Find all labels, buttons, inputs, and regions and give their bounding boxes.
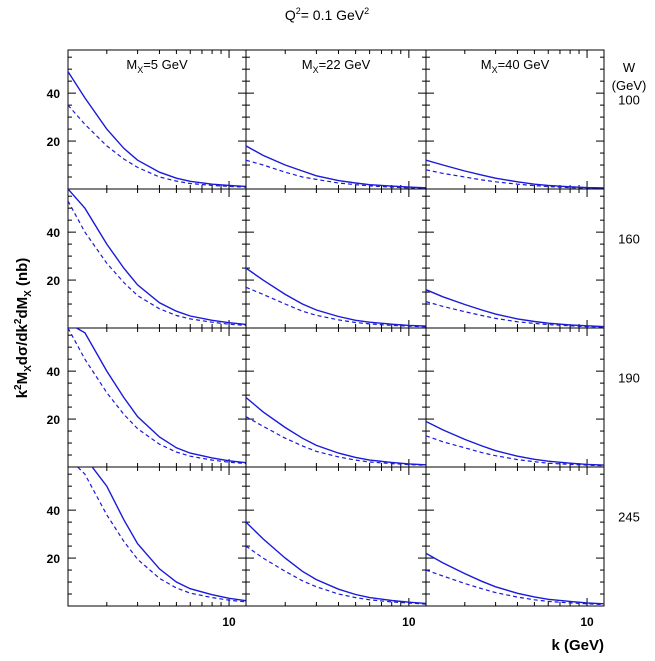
series-dashed-line: [68, 328, 246, 465]
series-solid-line: [426, 420, 604, 466]
panel-r1-c1: 20 40 MX=5 GeV: [47, 49, 247, 190]
panel-r4-c2: 10: [245, 466, 427, 629]
ylabel-dm-sub: X: [23, 290, 34, 297]
chart-title: Q2= 0.1 GeV2: [285, 6, 369, 23]
panel-r1-c3: MX=40 GeV: [425, 49, 605, 190]
series-solid-line: [68, 189, 246, 326]
panel-r4-c3: 10: [425, 466, 605, 629]
y-tick-label: 40: [47, 365, 61, 379]
panel-frame: [425, 327, 605, 468]
series-dashed-line: [246, 159, 426, 189]
row-label: 245: [618, 510, 640, 525]
y-tick-label: 20: [47, 135, 61, 149]
column-label: MX=22 GeV: [302, 57, 371, 75]
series-dashed-line: [246, 416, 426, 466]
row-header-line1: W: [623, 60, 636, 75]
title-sup2: 2: [364, 6, 369, 16]
y-axis-label: k2MXdσ/dk2dMX (nb): [13, 258, 34, 399]
series-solid-line: [246, 267, 426, 327]
column-label-sub: X: [313, 65, 319, 75]
panel-frame: [245, 327, 427, 468]
ylabel-units: (nb): [14, 258, 31, 290]
y-tick-label: 40: [47, 504, 61, 518]
row-label: 190: [618, 371, 640, 386]
y-tick-label: 40: [47, 226, 61, 240]
series-solid-line: [426, 159, 604, 189]
ylabel-mid-sup: 2: [13, 318, 24, 324]
series-solid-line: [68, 71, 246, 188]
ylabel-mid: dσ/dk: [14, 323, 31, 365]
column-label-pre: M: [302, 57, 313, 72]
column-label: MX=40 GeV: [481, 57, 550, 75]
column-label-pre: M: [481, 57, 492, 72]
panel-r3-c3: [425, 327, 605, 468]
series-solid-line: [75, 328, 246, 464]
y-tick-label: 20: [47, 552, 61, 566]
ylabel-k: k: [14, 389, 31, 398]
series-dashed-line: [68, 200, 246, 326]
column-label: MX=5 GeV: [126, 57, 188, 75]
row-label: 100: [618, 93, 640, 108]
x-tick-label: 10: [580, 615, 594, 629]
series-dashed-line: [426, 301, 604, 328]
panel-r2-c2: [245, 188, 427, 329]
panel-r3-c2: [245, 327, 427, 468]
series-solid-line: [91, 467, 246, 602]
panel-frame: [425, 466, 605, 607]
series-solid-line: [246, 145, 426, 189]
panel-frame: [245, 188, 427, 329]
panel-frame: [245, 466, 427, 607]
series-solid-line: [426, 552, 604, 605]
x-tick-label: 10: [402, 615, 416, 629]
row-label: 160: [618, 232, 640, 247]
panel-r4-c1: 20 40 10: [47, 466, 247, 629]
x-axis-label: k (GeV): [551, 637, 604, 654]
series-dashed-line: [246, 286, 426, 328]
panel-r2-c3: [425, 188, 605, 329]
column-label-sub: X: [492, 65, 498, 75]
column-label-sub: X: [137, 65, 143, 75]
ylabel-dm: dM: [14, 297, 31, 319]
series-solid-line: [246, 396, 426, 466]
ylabel-m: M: [14, 372, 31, 385]
panel-frame: [67, 466, 247, 607]
panel-r1-c2: MX=22 GeV: [245, 49, 427, 190]
y-tick-label: 20: [47, 413, 61, 427]
title-base: Q: [285, 7, 296, 23]
column-label-post: =40 GeV: [498, 57, 550, 72]
series-solid-line: [246, 521, 426, 605]
y-tick-label: 20: [47, 274, 61, 288]
column-label-pre: M: [126, 57, 137, 72]
column-label-post: =5 GeV: [143, 57, 188, 72]
y-tick-label: 40: [47, 87, 61, 101]
column-label-post: =22 GeV: [319, 57, 371, 72]
x-tick-label: 10: [222, 615, 236, 629]
ylabel-k-sup: 2: [13, 384, 24, 390]
series-dashed-line: [76, 467, 246, 603]
series-dashed-line: [426, 169, 604, 189]
title-mid: = 0.1 GeV: [301, 7, 365, 23]
panel-frame: [425, 188, 605, 329]
title-sup: 2: [296, 6, 301, 16]
series-solid-line: [426, 289, 604, 328]
series-dashed-line: [68, 104, 246, 188]
series-dashed-line: [426, 435, 604, 467]
ylabel-m-sub: X: [23, 365, 34, 372]
series-dashed-line: [246, 545, 426, 605]
row-header-line2: (GeV): [612, 78, 647, 93]
series-dashed-line: [426, 569, 604, 606]
